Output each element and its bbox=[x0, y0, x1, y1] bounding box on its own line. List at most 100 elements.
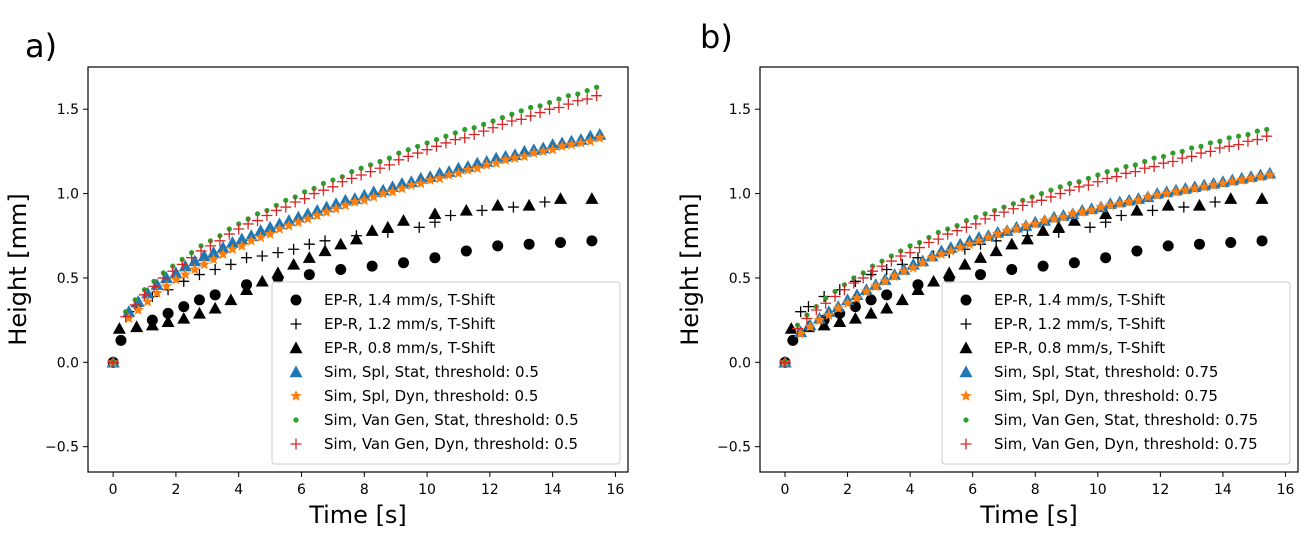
series-4 bbox=[107, 131, 606, 368]
data-point bbox=[424, 140, 430, 146]
data-point bbox=[1245, 131, 1251, 138]
y-tick-label: −0.5 bbox=[717, 440, 751, 456]
data-point bbox=[1067, 214, 1081, 226]
data-point bbox=[923, 237, 935, 248]
y-tick-label: 1.5 bbox=[57, 102, 79, 118]
data-point bbox=[216, 241, 230, 253]
y-axis-label: Height [mm] bbox=[676, 193, 704, 345]
data-point bbox=[396, 150, 402, 156]
data-point bbox=[1176, 152, 1188, 164]
data-point bbox=[989, 210, 1001, 221]
data-point bbox=[1214, 142, 1226, 154]
data-point bbox=[935, 248, 948, 260]
data-point bbox=[556, 96, 562, 102]
legend-marker bbox=[960, 438, 972, 450]
data-point bbox=[1104, 199, 1117, 211]
data-point bbox=[565, 138, 578, 150]
data-point bbox=[539, 196, 551, 208]
data-point bbox=[958, 257, 972, 270]
data-point bbox=[177, 311, 191, 324]
data-point bbox=[867, 265, 879, 277]
data-point bbox=[841, 297, 854, 309]
data-point bbox=[459, 132, 471, 144]
data-point bbox=[308, 188, 320, 200]
data-point bbox=[1130, 203, 1144, 216]
x-tick-label: 12 bbox=[481, 482, 499, 498]
data-point bbox=[1217, 177, 1229, 189]
data-point bbox=[157, 272, 169, 284]
data-point bbox=[1045, 191, 1057, 203]
y-tick-label: 1.0 bbox=[729, 187, 751, 203]
data-point bbox=[112, 322, 126, 334]
data-point bbox=[1001, 224, 1013, 236]
data-point bbox=[1178, 201, 1190, 213]
data-point bbox=[973, 214, 979, 220]
data-point bbox=[476, 204, 488, 216]
data-point bbox=[553, 102, 565, 113]
y-tick-label: −0.5 bbox=[45, 440, 79, 456]
data-point bbox=[336, 176, 348, 188]
data-point bbox=[317, 184, 329, 196]
data-point bbox=[1186, 150, 1198, 162]
x-tick-label: 2 bbox=[843, 482, 852, 498]
data-point bbox=[320, 180, 327, 187]
data-point bbox=[1052, 220, 1066, 233]
data-point bbox=[832, 302, 844, 314]
data-point bbox=[424, 174, 436, 185]
data-point bbox=[148, 280, 160, 292]
data-point bbox=[195, 245, 207, 257]
data-point bbox=[1073, 181, 1085, 193]
data-point bbox=[327, 181, 339, 193]
data-point bbox=[366, 260, 378, 272]
data-point bbox=[838, 284, 850, 296]
data-point bbox=[365, 166, 377, 178]
data-point bbox=[367, 162, 374, 168]
data-point bbox=[132, 304, 144, 315]
data-point bbox=[358, 194, 370, 206]
data-point bbox=[1020, 219, 1032, 231]
data-point bbox=[374, 162, 386, 174]
data-point bbox=[876, 260, 888, 272]
data-point bbox=[120, 311, 132, 323]
data-point bbox=[546, 143, 559, 155]
data-point bbox=[1255, 192, 1269, 204]
data-point bbox=[1114, 197, 1126, 209]
legend-box bbox=[271, 281, 621, 465]
data-point bbox=[888, 270, 901, 282]
panel-a: a) 0 2 4 6 8 10 12 14 16 −0.5 0.0 0.5 1.0 1.5 Time [s] H… bbox=[4, 27, 629, 529]
x-axis-label: Time [s] bbox=[308, 501, 407, 529]
data-point bbox=[339, 199, 352, 211]
legend-marker bbox=[293, 417, 299, 423]
data-point bbox=[562, 98, 574, 110]
data-point bbox=[233, 223, 245, 235]
data-point bbox=[885, 255, 897, 267]
x-tick-label: 4 bbox=[234, 482, 243, 498]
data-point bbox=[1129, 166, 1141, 178]
data-point bbox=[784, 322, 798, 334]
data-point bbox=[261, 210, 273, 221]
data-point bbox=[581, 93, 593, 105]
data-point bbox=[471, 125, 477, 131]
panel-label: b) bbox=[700, 18, 733, 56]
data-point bbox=[1170, 150, 1176, 156]
legend-entry: EP-R, 1.2 mm/s, T-Shift bbox=[324, 315, 495, 333]
data-point bbox=[443, 169, 455, 180]
data-point bbox=[254, 224, 268, 236]
data-point bbox=[926, 251, 938, 263]
data-point bbox=[1038, 190, 1045, 197]
data-point bbox=[525, 110, 537, 122]
data-point bbox=[499, 115, 506, 121]
data-point bbox=[241, 252, 253, 264]
data-point bbox=[396, 182, 408, 194]
data-point bbox=[225, 258, 237, 270]
data-point bbox=[932, 233, 944, 245]
data-point bbox=[1254, 170, 1267, 182]
data-point bbox=[397, 214, 411, 226]
data-point bbox=[1198, 180, 1210, 192]
y-tick-label: 0.5 bbox=[729, 271, 751, 287]
legend-marker bbox=[290, 390, 302, 401]
data-point bbox=[193, 294, 205, 306]
data-point bbox=[1226, 135, 1232, 141]
data-point bbox=[1115, 210, 1127, 221]
data-point bbox=[970, 218, 982, 230]
